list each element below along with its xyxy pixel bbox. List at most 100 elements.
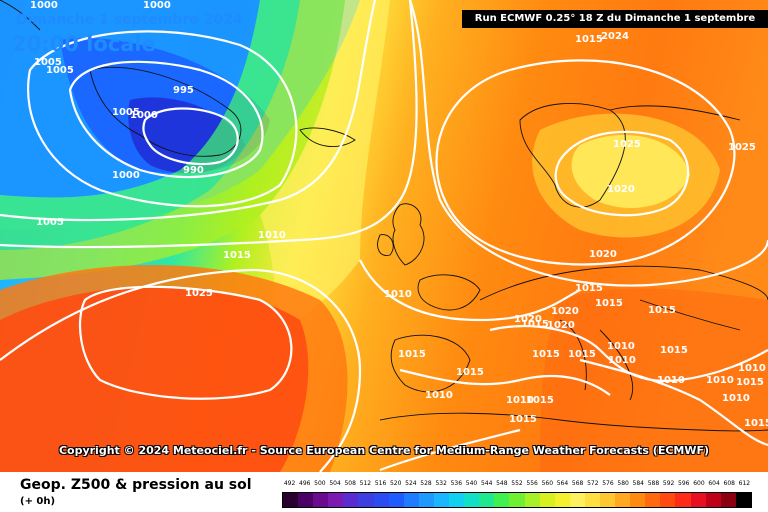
color-scale-swatch [735, 493, 751, 507]
color-scale-label: 556 [526, 480, 538, 487]
isobar-label: 995 [173, 85, 194, 96]
isobar-label: 1015 [223, 250, 251, 261]
copyright-notice: Copyright © 2024 Meteociel.fr - Source E… [58, 444, 710, 457]
isobar-label: 1005 [34, 57, 62, 68]
color-scale-swatch [449, 493, 465, 507]
color-scale-swatch [479, 493, 495, 507]
isobar-label: 1020 [551, 306, 579, 317]
color-scale-swatch [509, 493, 525, 507]
color-scale-label: 492 [283, 480, 296, 487]
color-scale-label: 600 [693, 480, 705, 487]
color-scale-swatch [675, 493, 691, 507]
scandinavia-high [571, 135, 690, 208]
isobar-label: 1010 [258, 230, 286, 241]
map-footer: Geop. Z500 & pression au sol (+ 0h) 492 4… [0, 472, 768, 512]
color-scale-label: 496 [299, 480, 311, 487]
isobar-label: 1000 [130, 110, 158, 121]
color-scale-legend: 492 496 500 504 508 512 516 520 524 528 532 536 540 5… [282, 480, 752, 510]
color-scale-label: 568 [571, 480, 584, 487]
isobar-label: 1000 [143, 0, 171, 11]
forecast-time: 20:00 locale [12, 32, 156, 56]
color-scale-label: 560 [541, 480, 554, 487]
map-canvas: 1000 100010051005100510009959901000100510… [0, 0, 768, 472]
color-scale-label: 532 [435, 480, 447, 487]
color-scale-swatch [660, 493, 676, 507]
isobar-label: 990 [183, 165, 204, 176]
color-scale-swatch [313, 493, 329, 507]
isobar-label: 1015 [398, 349, 426, 360]
isobars [0, 0, 768, 472]
color-scale-label: 540 [465, 480, 478, 487]
color-scale-label: 528 [420, 480, 432, 487]
isobar-label: 1015 [575, 34, 603, 45]
color-scale-label: 564 [556, 480, 569, 487]
color-scale-label: 512 [359, 480, 372, 487]
color-scale-label: 596 [678, 480, 690, 487]
color-scale-label: 584 [632, 480, 644, 487]
color-scale-swatch [464, 493, 480, 507]
color-scale-swatch [720, 493, 736, 507]
color-scale-label: 612 [738, 480, 751, 487]
isobar-label: 1010 [738, 363, 766, 374]
isobar-label: 1005 [46, 65, 74, 76]
color-scale-swatch [298, 493, 314, 507]
forecast-date: Dimanche 1 septembre 2024 [16, 12, 243, 28]
isobar-label: 1015 [575, 283, 603, 294]
ridge-core [0, 286, 309, 472]
color-scale-swatch [645, 493, 661, 507]
isobar-label: 1015 [736, 377, 764, 388]
color-scale-label: 536 [450, 480, 463, 487]
isobar-label: 1015 [532, 349, 560, 360]
isobar-label: 1005 [36, 217, 64, 228]
isobar-label: 1005 [112, 107, 140, 118]
color-scale-label: 604 [708, 480, 720, 487]
isobar-labels: 1000 100010051005100510009959901000100510… [30, 0, 768, 429]
color-scale-swatch [358, 493, 374, 507]
isobar-label: 1010 [425, 390, 453, 401]
color-scale-swatch [539, 493, 555, 507]
color-scale-label: 524 [405, 480, 417, 487]
color-scale-label: 548 [496, 480, 508, 487]
isobar-label: 1020 [607, 184, 635, 195]
yellow-band [260, 0, 390, 330]
color-scale-label: 552 [511, 480, 523, 487]
isobar-label: 1000 [112, 170, 140, 181]
color-scale-label: 520 [389, 480, 402, 487]
color-scale-bar [282, 492, 752, 508]
isobar-label: 1015 [456, 367, 484, 378]
color-scale-swatch [343, 493, 359, 507]
isobar-label: 1015 [660, 345, 688, 356]
isobar-label: 1025 [185, 288, 213, 299]
color-scale-labels: 492 496 500 504 508 512 516 520 524 528 532 536 540 5… [282, 480, 752, 490]
color-scale-swatch [373, 493, 389, 507]
color-scale-swatch [418, 493, 434, 507]
color-scale-swatch [328, 493, 344, 507]
isobar-label: 1010 [608, 355, 636, 366]
color-scale-label: 572 [587, 480, 599, 487]
color-scale-swatch [388, 493, 404, 507]
color-scale-label: 516 [374, 480, 387, 487]
isobar-label: 1025 [728, 142, 756, 153]
isobar-label: 1015 [648, 305, 676, 316]
color-scale-swatch [494, 493, 510, 507]
map-title: Geop. Z500 & pression au sol [20, 477, 252, 493]
color-scale-label: 508 [344, 480, 356, 487]
color-scale-swatch [524, 493, 540, 507]
color-scale-label: 588 [647, 480, 660, 487]
color-scale-label: 504 [329, 480, 341, 487]
model-run-banner: Run ECMWF 0.25° 18 Z du Dimanche 1 septe… [462, 10, 768, 42]
isobar-label: 1020 [547, 320, 575, 331]
yellow-green-band [0, 0, 345, 280]
isobar-label: 1015 [509, 414, 537, 425]
color-scale-label: 544 [480, 480, 493, 487]
color-scale-swatch [705, 493, 721, 507]
color-scale-label: 500 [314, 480, 326, 487]
color-scale-label: 592 [662, 480, 675, 487]
color-scale-swatch [283, 493, 299, 507]
forecast-map: 1000 1000 1005 1005 1005 1000 995 990 1000 1005 10… [0, 0, 768, 472]
isobar-label: 1010 [607, 341, 635, 352]
isobar-label: 1010 [384, 289, 412, 300]
isobar-label: 1015 [526, 395, 554, 406]
isobar-label: 1020 [514, 314, 542, 325]
isobar-label: 1015 [744, 418, 768, 429]
